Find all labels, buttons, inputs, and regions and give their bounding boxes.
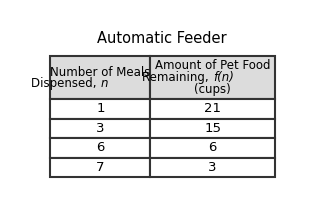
Bar (151, 119, 275, 138)
Text: Amount of Pet Food: Amount of Pet Food (155, 60, 271, 73)
Text: 3: 3 (209, 161, 217, 174)
Text: n: n (100, 77, 108, 90)
Bar (50, 119, 151, 138)
Text: 15: 15 (204, 122, 221, 135)
Bar (50, 56, 151, 99)
Text: Dispensed,: Dispensed, (31, 77, 100, 90)
Text: 3: 3 (96, 122, 105, 135)
Text: 1: 1 (96, 102, 105, 115)
Bar (151, 158, 275, 177)
Text: 6: 6 (96, 141, 105, 154)
Text: Automatic Feeder: Automatic Feeder (97, 31, 226, 46)
Bar (50, 138, 151, 158)
Text: (cups): (cups) (194, 83, 231, 96)
Text: 21: 21 (204, 102, 221, 115)
Text: f(n): f(n) (213, 71, 234, 84)
Bar (151, 56, 275, 99)
Text: 7: 7 (96, 161, 105, 174)
Text: 6: 6 (209, 141, 217, 154)
Bar (50, 158, 151, 177)
Bar (151, 138, 275, 158)
Text: Number of Meals: Number of Meals (50, 66, 151, 79)
Bar (50, 99, 151, 119)
Bar (151, 99, 275, 119)
Text: Remaining,: Remaining, (142, 71, 213, 84)
